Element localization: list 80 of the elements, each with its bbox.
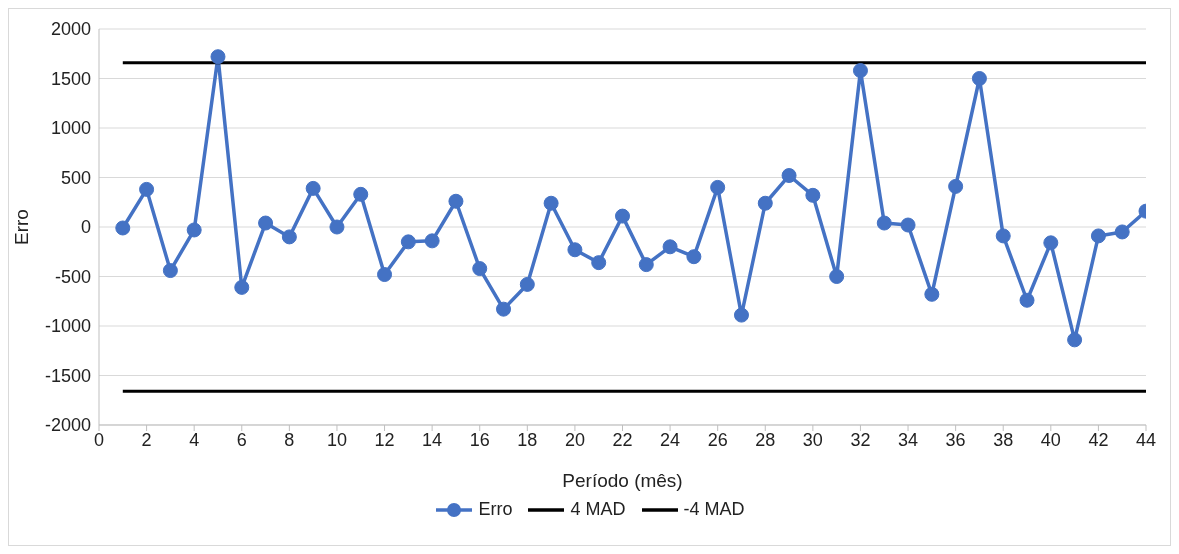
y-tick-label: -1000 (44, 316, 91, 337)
point (829, 269, 845, 284)
y-tick-label: -500 (54, 266, 91, 287)
point (424, 233, 440, 249)
y-tick-label: 1500 (50, 68, 91, 89)
x-axis-title: Período (mês) (562, 470, 683, 491)
y-tick-label: 1000 (50, 118, 91, 139)
point (115, 220, 131, 236)
x-tick-label: 36 (945, 429, 966, 450)
point (615, 208, 630, 224)
x-tick-label: 32 (850, 429, 871, 450)
point (1090, 228, 1106, 244)
point (662, 239, 678, 255)
x-tick-label: 26 (707, 429, 728, 450)
point (496, 301, 512, 317)
x-tick-label: 8 (284, 429, 295, 450)
point (638, 257, 654, 273)
x-tick-label: 20 (564, 429, 585, 450)
point (591, 255, 607, 271)
point (519, 276, 535, 292)
x-tick-label: 30 (802, 429, 823, 450)
point (1043, 235, 1059, 251)
point (710, 179, 726, 195)
x-tick-label: 16 (469, 429, 490, 450)
point (995, 228, 1011, 244)
x-tick-label: 6 (236, 429, 247, 450)
point (686, 249, 702, 265)
point (900, 217, 916, 233)
legend-label: 4 MAD (570, 499, 626, 520)
x-tick-label: 2 (141, 429, 152, 450)
y-tick-label: -2000 (44, 415, 91, 436)
point (876, 215, 892, 231)
point (567, 242, 583, 258)
y-tick-label: -1500 (44, 365, 91, 386)
point (377, 267, 393, 283)
legend-label: -4 MAD (683, 499, 745, 520)
x-tick-label: 34 (898, 429, 919, 450)
point (186, 222, 202, 238)
y-tick-label: 500 (60, 167, 91, 188)
legend-label: Erro (478, 499, 513, 520)
point (757, 195, 773, 211)
x-tick-label: 10 (326, 429, 347, 450)
point (971, 71, 987, 86)
point (162, 263, 178, 279)
point (472, 261, 488, 277)
point (353, 186, 369, 202)
point (781, 168, 797, 184)
x-tick-label: 42 (1088, 429, 1109, 450)
point (852, 63, 868, 79)
x-tick-label: 40 (1040, 429, 1061, 450)
point (281, 229, 297, 245)
x-tick-label: 12 (374, 429, 395, 450)
point (210, 49, 226, 65)
point (1067, 332, 1083, 348)
x-tick-label: 22 (612, 429, 633, 450)
point (1019, 292, 1035, 308)
point (448, 193, 464, 209)
x-tick-label: 44 (1135, 429, 1157, 450)
x-tick-label: 28 (755, 429, 776, 450)
y-tick-label: 0 (80, 217, 91, 238)
point (1114, 224, 1130, 240)
x-tick-label: 18 (517, 429, 538, 450)
point (948, 178, 964, 194)
x-tick-label: 24 (660, 429, 681, 450)
point (400, 234, 416, 250)
x-tick-label: 14 (422, 429, 443, 450)
x-tick-label: 0 (93, 429, 105, 450)
y-tick-label: 2000 (50, 19, 91, 40)
point (329, 219, 345, 235)
point (234, 279, 250, 295)
point (805, 187, 821, 203)
x-tick-label: 4 (189, 429, 200, 450)
y-axis-title: Erro (10, 209, 32, 245)
x-tick-label: 38 (993, 429, 1014, 450)
point (543, 195, 559, 211)
point (924, 286, 940, 302)
point (733, 307, 749, 323)
point (139, 181, 155, 197)
point (258, 215, 274, 231)
point (305, 180, 321, 196)
